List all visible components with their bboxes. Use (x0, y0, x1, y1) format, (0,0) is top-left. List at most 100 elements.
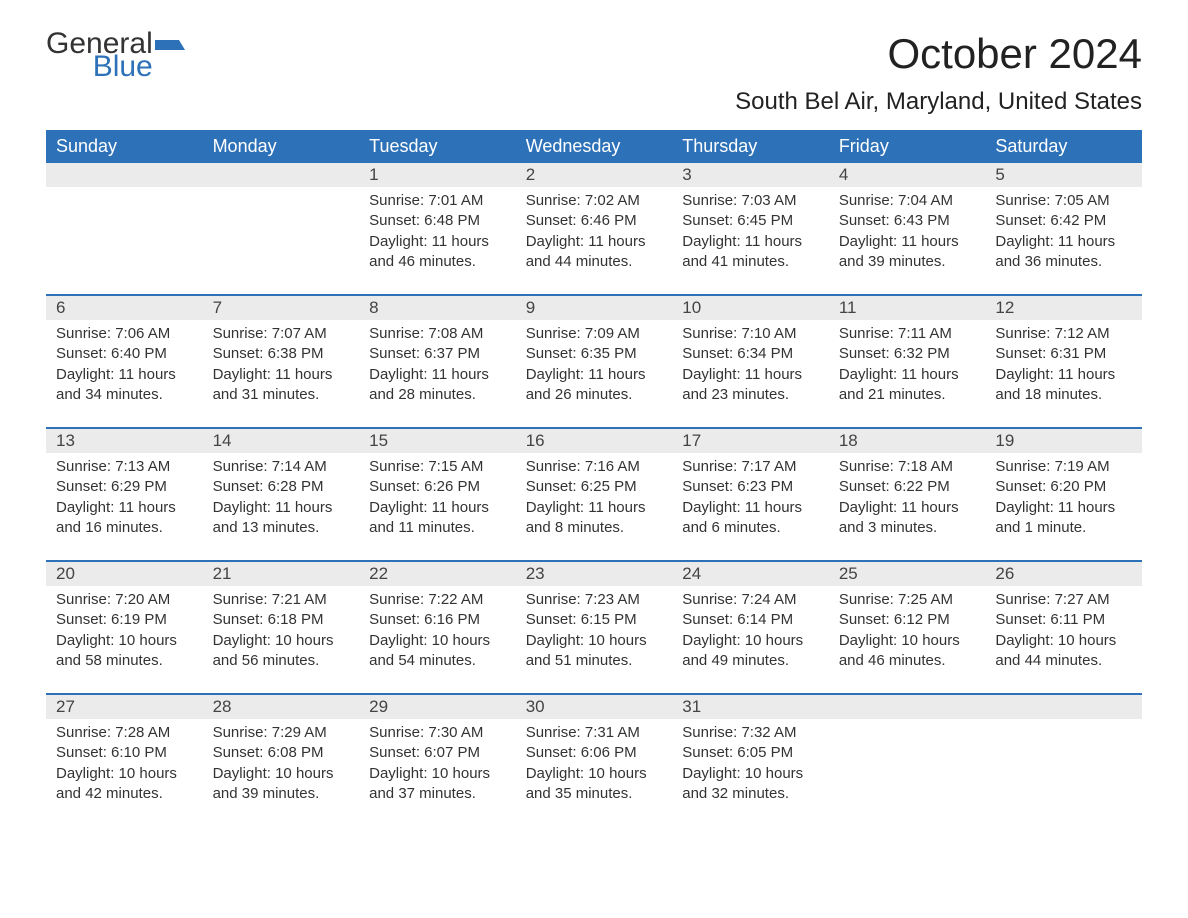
sunrise-text: Sunrise: 7:14 AM (213, 457, 350, 477)
sunset-text: Sunset: 6:43 PM (839, 211, 976, 231)
sunset-text: Sunset: 6:26 PM (369, 477, 506, 497)
sunrise-text: Sunrise: 7:27 AM (995, 590, 1132, 610)
sunrise-text: Sunrise: 7:06 AM (56, 324, 193, 344)
sunset-text: Sunset: 6:31 PM (995, 344, 1132, 364)
sunset-text: Sunset: 6:34 PM (682, 344, 819, 364)
sunset-text: Sunset: 6:18 PM (213, 610, 350, 630)
daylight-text-1: Daylight: 11 hours (526, 498, 663, 518)
daylight-text-2: and 46 minutes. (369, 252, 506, 272)
day-content-cell (985, 719, 1142, 827)
day-content-cell: Sunrise: 7:29 AMSunset: 6:08 PMDaylight:… (203, 719, 360, 827)
day-number-cell: 13 (46, 428, 203, 453)
day-content-cell (203, 187, 360, 295)
day-number-cell: 11 (829, 295, 986, 320)
daylight-text-1: Daylight: 11 hours (56, 365, 193, 385)
sunset-text: Sunset: 6:16 PM (369, 610, 506, 630)
sunset-text: Sunset: 6:40 PM (56, 344, 193, 364)
day-content-cell: Sunrise: 7:27 AMSunset: 6:11 PMDaylight:… (985, 586, 1142, 694)
sunset-text: Sunset: 6:15 PM (526, 610, 663, 630)
day-number-cell: 16 (516, 428, 673, 453)
week-content-row: Sunrise: 7:06 AMSunset: 6:40 PMDaylight:… (46, 320, 1142, 428)
sunrise-text: Sunrise: 7:25 AM (839, 590, 976, 610)
logo: General Blue (46, 30, 185, 80)
sunrise-text: Sunrise: 7:20 AM (56, 590, 193, 610)
day-content-cell: Sunrise: 7:20 AMSunset: 6:19 PMDaylight:… (46, 586, 203, 694)
daylight-text-1: Daylight: 11 hours (213, 498, 350, 518)
flag-icon (155, 36, 185, 58)
daylight-text-2: and 32 minutes. (682, 784, 819, 804)
daylight-text-2: and 51 minutes. (526, 651, 663, 671)
day-number-cell: 6 (46, 295, 203, 320)
sunset-text: Sunset: 6:32 PM (839, 344, 976, 364)
sunrise-text: Sunrise: 7:04 AM (839, 191, 976, 211)
day-number-cell: 4 (829, 163, 986, 187)
sunset-text: Sunset: 6:07 PM (369, 743, 506, 763)
day-content-cell: Sunrise: 7:32 AMSunset: 6:05 PMDaylight:… (672, 719, 829, 827)
sunset-text: Sunset: 6:35 PM (526, 344, 663, 364)
header: General Blue October 2024 (46, 30, 1142, 80)
daylight-text-2: and 21 minutes. (839, 385, 976, 405)
daylight-text-2: and 35 minutes. (526, 784, 663, 804)
sunrise-text: Sunrise: 7:22 AM (369, 590, 506, 610)
daylight-text-1: Daylight: 10 hours (995, 631, 1132, 651)
week-number-row: 6789101112 (46, 295, 1142, 320)
day-number-cell: 10 (672, 295, 829, 320)
day-content-cell: Sunrise: 7:22 AMSunset: 6:16 PMDaylight:… (359, 586, 516, 694)
daylight-text-2: and 56 minutes. (213, 651, 350, 671)
day-number-cell: 30 (516, 694, 673, 719)
day-number-cell: 26 (985, 561, 1142, 586)
sunrise-text: Sunrise: 7:12 AM (995, 324, 1132, 344)
day-header: Wednesday (516, 130, 673, 163)
daylight-text-1: Daylight: 11 hours (526, 365, 663, 385)
daylight-text-2: and 3 minutes. (839, 518, 976, 538)
daylight-text-2: and 36 minutes. (995, 252, 1132, 272)
daylight-text-2: and 26 minutes. (526, 385, 663, 405)
daylight-text-1: Daylight: 11 hours (995, 232, 1132, 252)
sunrise-text: Sunrise: 7:32 AM (682, 723, 819, 743)
daylight-text-1: Daylight: 10 hours (682, 764, 819, 784)
daylight-text-1: Daylight: 10 hours (56, 631, 193, 651)
daylight-text-2: and 54 minutes. (369, 651, 506, 671)
day-content-cell: Sunrise: 7:15 AMSunset: 6:26 PMDaylight:… (359, 453, 516, 561)
daylight-text-2: and 44 minutes. (526, 252, 663, 272)
day-number-cell (203, 163, 360, 187)
daylight-text-2: and 39 minutes. (213, 784, 350, 804)
day-number-cell: 23 (516, 561, 673, 586)
daylight-text-2: and 37 minutes. (369, 784, 506, 804)
daylight-text-1: Daylight: 11 hours (839, 232, 976, 252)
day-content-cell: Sunrise: 7:19 AMSunset: 6:20 PMDaylight:… (985, 453, 1142, 561)
day-content-cell: Sunrise: 7:07 AMSunset: 6:38 PMDaylight:… (203, 320, 360, 428)
daylight-text-1: Daylight: 11 hours (369, 365, 506, 385)
daylight-text-1: Daylight: 10 hours (682, 631, 819, 651)
day-number-cell: 15 (359, 428, 516, 453)
sunset-text: Sunset: 6:08 PM (213, 743, 350, 763)
day-number-cell: 9 (516, 295, 673, 320)
daylight-text-1: Daylight: 11 hours (526, 232, 663, 252)
daylight-text-2: and 23 minutes. (682, 385, 819, 405)
week-content-row: Sunrise: 7:28 AMSunset: 6:10 PMDaylight:… (46, 719, 1142, 827)
daylight-text-1: Daylight: 11 hours (369, 498, 506, 518)
day-number-cell: 5 (985, 163, 1142, 187)
location-subtitle: South Bel Air, Maryland, United States (46, 88, 1142, 116)
sunrise-text: Sunrise: 7:19 AM (995, 457, 1132, 477)
daylight-text-1: Daylight: 10 hours (369, 764, 506, 784)
day-header: Sunday (46, 130, 203, 163)
sunset-text: Sunset: 6:37 PM (369, 344, 506, 364)
sunrise-text: Sunrise: 7:15 AM (369, 457, 506, 477)
daylight-text-1: Daylight: 10 hours (839, 631, 976, 651)
day-number-cell: 19 (985, 428, 1142, 453)
daylight-text-1: Daylight: 11 hours (839, 365, 976, 385)
sunset-text: Sunset: 6:14 PM (682, 610, 819, 630)
day-content-cell: Sunrise: 7:06 AMSunset: 6:40 PMDaylight:… (46, 320, 203, 428)
sunrise-text: Sunrise: 7:02 AM (526, 191, 663, 211)
daylight-text-2: and 28 minutes. (369, 385, 506, 405)
day-header-row: Sunday Monday Tuesday Wednesday Thursday… (46, 130, 1142, 163)
daylight-text-1: Daylight: 10 hours (56, 764, 193, 784)
calendar-table: Sunday Monday Tuesday Wednesday Thursday… (46, 130, 1142, 827)
sunrise-text: Sunrise: 7:24 AM (682, 590, 819, 610)
day-content-cell: Sunrise: 7:25 AMSunset: 6:12 PMDaylight:… (829, 586, 986, 694)
day-number-cell: 18 (829, 428, 986, 453)
day-content-cell (46, 187, 203, 295)
day-number-cell (829, 694, 986, 719)
day-header: Thursday (672, 130, 829, 163)
